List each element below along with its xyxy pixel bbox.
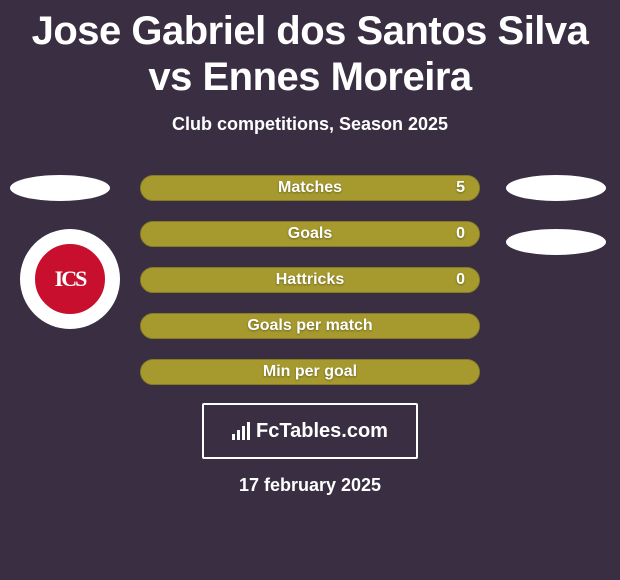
bar-fill	[141, 360, 479, 384]
player-right-placeholder	[506, 175, 606, 201]
date-label: 17 february 2025	[0, 475, 620, 496]
brand-bars-icon	[232, 422, 250, 440]
bar-fill	[141, 176, 479, 200]
comparison-chart: ICS Matches5 Goals0 Hattricks0 Goals per ma…	[0, 175, 620, 395]
bar-fill	[141, 222, 479, 246]
player-right-placeholder-2	[506, 229, 606, 255]
bars-container: Matches5 Goals0 Hattricks0 Goals per match M…	[140, 175, 480, 405]
page-title: Jose Gabriel dos Santos Silva vs Ennes M…	[0, 0, 620, 100]
bar-row: Matches5	[140, 175, 480, 201]
subtitle: Club competitions, Season 2025	[0, 114, 620, 135]
bar-fill	[141, 268, 479, 292]
bar-fill	[141, 314, 479, 338]
bar-row: Goals per match	[140, 313, 480, 339]
club-badge-left-inner: ICS	[31, 240, 109, 318]
player-left-placeholder	[10, 175, 110, 201]
brand-box: FcTables.com	[202, 403, 418, 459]
brand-text: FcTables.com	[256, 420, 388, 443]
bar-row: Goals0	[140, 221, 480, 247]
bar-row: Hattricks0	[140, 267, 480, 293]
club-badge-left: ICS	[20, 229, 120, 329]
bar-row: Min per goal	[140, 359, 480, 385]
